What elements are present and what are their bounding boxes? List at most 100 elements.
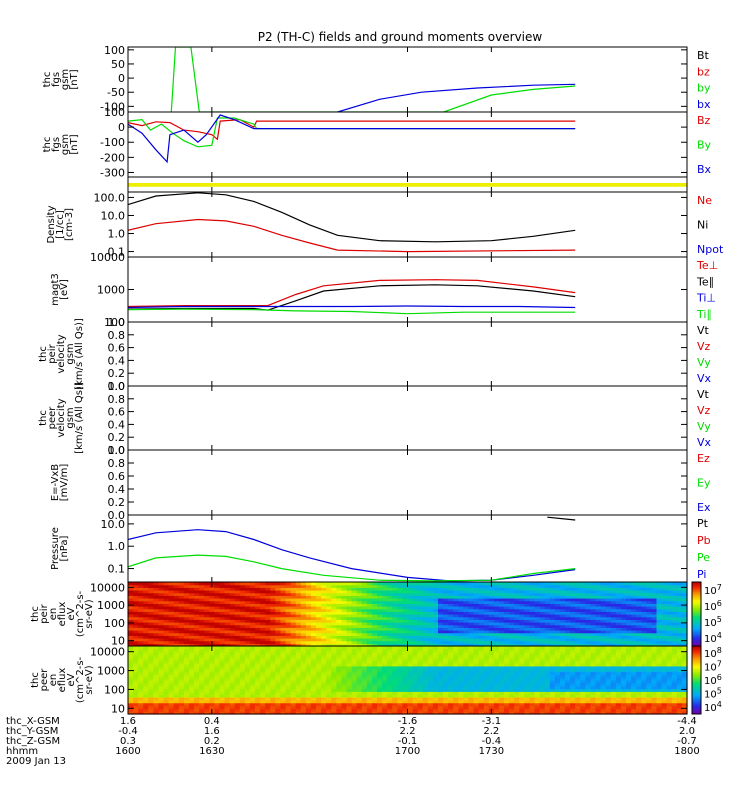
spectrogram-cell	[432, 643, 439, 647]
spectrogram-cell	[509, 711, 515, 715]
spectrogram-cell	[214, 651, 221, 656]
spectrogram-cell	[356, 595, 363, 599]
spectrogram-cell	[585, 627, 592, 631]
spectrogram-cell	[397, 699, 404, 704]
spectrogram-cell	[544, 694, 551, 698]
legend-temperature-0: Te⊥	[696, 259, 718, 272]
spectrogram-cell	[270, 654, 276, 658]
spectrogram-cell	[641, 606, 647, 610]
spectrogram-cell	[575, 635, 581, 639]
spectrogram-cell	[148, 643, 155, 647]
ylabel-line: [km/s (All Qs)]	[74, 382, 85, 454]
spectrogram-cell	[539, 694, 546, 698]
spectrogram-cell	[437, 657, 444, 661]
spectrogram-cell	[509, 582, 515, 586]
spectrogram-cell	[656, 584, 663, 588]
spectrogram-cell	[260, 651, 266, 656]
spectrogram-cell	[539, 665, 546, 670]
spectrogram-cell	[244, 688, 251, 692]
spectrogram-cell	[244, 705, 251, 709]
spectrogram-cell	[392, 711, 398, 715]
spectrogram-cell	[214, 640, 221, 644]
spectrogram-cell	[229, 705, 236, 709]
spectrogram-cell	[316, 648, 322, 653]
spectrogram-cell	[514, 697, 520, 701]
spectrogram-cell	[676, 584, 683, 588]
spectrogram-cell	[265, 688, 271, 692]
spectrogram-cell	[234, 648, 241, 653]
spectrogram-cell	[133, 616, 139, 620]
spectrogram-cell	[128, 619, 134, 623]
colorbar-step	[692, 585, 701, 588]
spectrogram-cell	[432, 622, 439, 626]
spectrogram-cell	[265, 705, 271, 709]
spectrogram-cell	[509, 708, 515, 712]
spectrogram-cell	[214, 654, 221, 658]
spectrogram-cell	[478, 668, 485, 673]
spectrogram-cell	[422, 685, 429, 690]
spectrogram-cell	[631, 598, 637, 602]
spectrogram-cell	[514, 688, 520, 692]
spectrogram-cell	[432, 614, 439, 618]
spectrogram-cell	[285, 643, 292, 647]
spectrogram-cell	[514, 614, 520, 618]
spectrogram-cell	[148, 600, 155, 604]
spectrogram-cell	[417, 635, 424, 639]
spectrogram-cell	[580, 638, 586, 642]
spectrogram-cell	[483, 603, 490, 607]
spectrogram-cell	[443, 608, 449, 612]
spectrogram-cell	[234, 688, 241, 692]
spectrogram-cell	[620, 608, 627, 612]
spectrogram-cell	[341, 691, 348, 695]
spectrogram-cell	[646, 603, 653, 607]
spectrogram-cell	[224, 643, 231, 647]
spectrogram-cell	[219, 587, 226, 591]
spectrogram-cell	[448, 600, 454, 604]
spectrogram-cell	[549, 611, 556, 615]
spectrogram-cell	[163, 627, 170, 631]
spectrogram-cell	[351, 595, 358, 599]
spectrogram-cell	[249, 600, 256, 604]
spectrogram-cell	[310, 643, 317, 647]
spectrogram-cell	[468, 680, 475, 684]
spectrogram-cell	[498, 632, 505, 636]
spectrogram-cell	[183, 606, 190, 610]
spectrogram-cell	[397, 677, 404, 681]
spectrogram-cell	[417, 688, 424, 692]
spectrogram-cell	[626, 614, 632, 618]
spectrogram-cell	[397, 654, 404, 658]
legend-fgs-3: bx	[697, 98, 711, 111]
spectrogram-cell	[504, 665, 510, 670]
spectrogram-cell	[143, 616, 149, 620]
spectrogram-cell	[316, 677, 322, 681]
spectrogram-cell	[504, 635, 510, 639]
spectrogram-cell	[610, 624, 617, 628]
series-line-fgs-gse-1	[128, 117, 576, 148]
spectrogram-cell	[539, 680, 546, 684]
spectrogram-cell	[519, 688, 525, 692]
spectrogram-cell	[295, 646, 302, 650]
spectrogram-cell	[290, 643, 297, 647]
spectrogram-cell	[249, 682, 256, 687]
spectrogram-cell	[529, 691, 536, 695]
spectrogram-cell	[371, 595, 378, 599]
spectrogram-cell	[585, 608, 592, 612]
spectrogram-cell	[453, 688, 459, 692]
spectrogram-cell	[361, 595, 368, 599]
spectrogram-cell	[498, 711, 505, 715]
spectrogram-cell	[544, 598, 551, 602]
spectrogram-cell	[554, 624, 561, 628]
spectrogram-cell	[163, 608, 170, 612]
spectrogram-cell	[610, 619, 617, 623]
spectrogram-cell	[234, 582, 241, 586]
spectrogram-cell	[478, 603, 485, 607]
spectrogram-cell	[285, 708, 292, 712]
spectrogram-cell	[483, 627, 490, 631]
spectrogram-cell	[478, 682, 485, 687]
spectrogram-cell	[366, 619, 373, 623]
spectrogram-cell	[427, 648, 434, 653]
spectrogram-cell	[351, 590, 358, 594]
spectrogram-cell	[524, 677, 531, 681]
ytick-label: 10000	[90, 251, 125, 264]
series-line-fgs-gse-0	[128, 118, 576, 141]
